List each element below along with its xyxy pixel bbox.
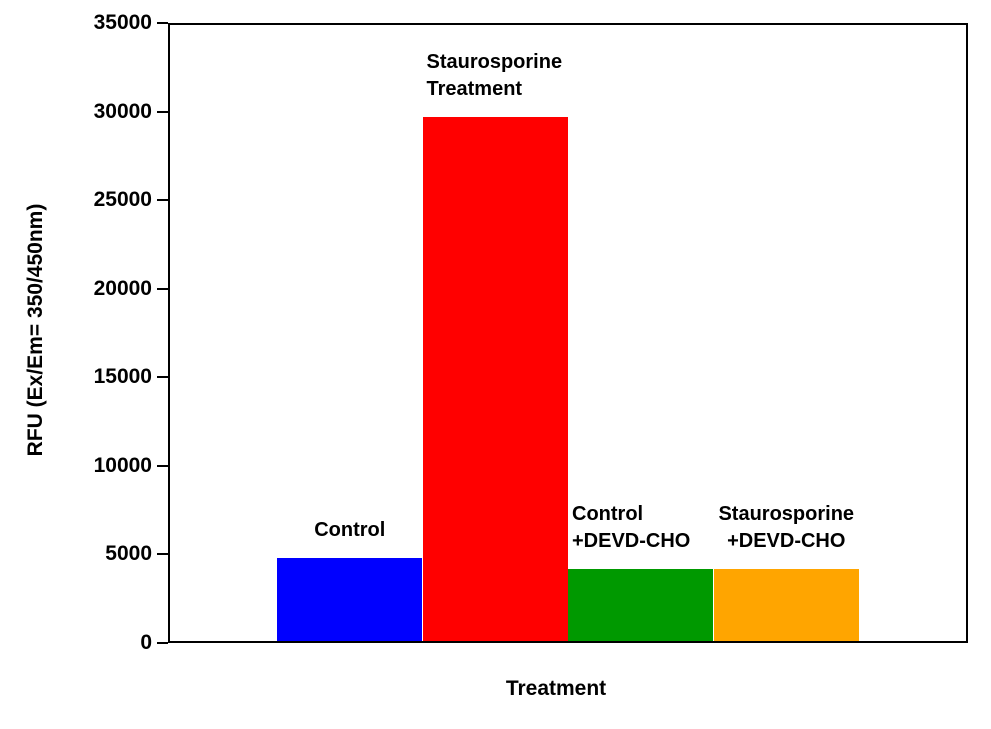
bar-staurosporine-devd-cho: [713, 568, 859, 641]
y-tick-label: 35000: [93, 11, 152, 34]
bar-control: [277, 557, 422, 641]
bar-label: Staurosporine +DEVD-CHO: [718, 502, 855, 552]
x-axis-title: Treatment: [505, 677, 607, 700]
y-tick-label: 25000: [93, 188, 152, 212]
y-tick-label: 0: [140, 631, 152, 654]
y-tick-label: 20000: [93, 276, 152, 300]
y-tick-label: 15000: [93, 365, 152, 389]
bar-label: Control: [314, 518, 386, 541]
bar-label: Control +DEVD-CHO: [572, 502, 691, 552]
plot-area: [168, 23, 968, 643]
bar-label: Staurosporine Treatment: [426, 50, 563, 100]
y-tick-mark: [157, 199, 168, 202]
y-tick-mark: [157, 287, 168, 290]
y-tick-mark: [157, 553, 168, 556]
y-tick-mark: [157, 22, 168, 24]
y-tick-label: 5000: [105, 542, 152, 566]
y-axis-title: RFU (Ex/Em= 350/450nm): [24, 203, 47, 457]
y-tick-mark: [157, 110, 168, 113]
bar-staurosporine-treatment: [422, 116, 568, 641]
y-tick-mark: [157, 376, 168, 379]
y-tick-label: 30000: [93, 99, 152, 123]
y-tick-mark: [157, 642, 168, 644]
bar-control-devd-cho: [568, 568, 713, 641]
y-tick-label: 10000: [93, 453, 152, 477]
y-tick-mark: [157, 464, 168, 467]
